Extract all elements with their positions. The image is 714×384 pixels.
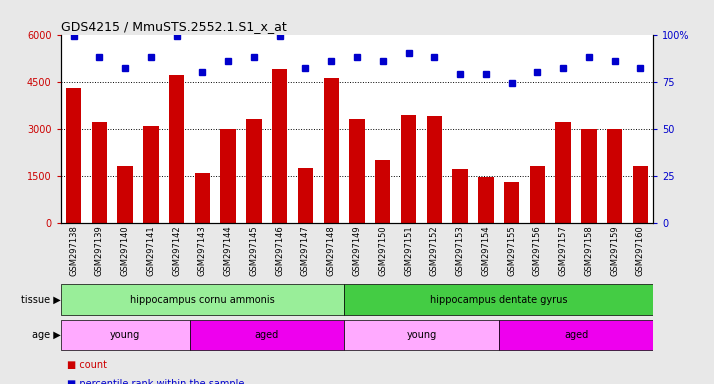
Text: GSM297157: GSM297157 [558, 225, 568, 276]
Text: hippocampus cornu ammonis: hippocampus cornu ammonis [130, 295, 275, 305]
Bar [498, 320, 653, 350]
Text: GSM297145: GSM297145 [249, 225, 258, 276]
Bar [189, 320, 344, 350]
Bar [344, 284, 653, 315]
Bar [555, 122, 571, 223]
Text: GSM297156: GSM297156 [533, 225, 542, 276]
Bar [143, 126, 159, 223]
Text: GSM297146: GSM297146 [275, 225, 284, 276]
Text: GSM297148: GSM297148 [327, 225, 336, 276]
Text: GSM297138: GSM297138 [69, 225, 78, 276]
Text: GSM297154: GSM297154 [481, 225, 491, 276]
Bar [117, 166, 133, 223]
Text: GSM297143: GSM297143 [198, 225, 207, 276]
Text: aged: aged [564, 330, 588, 340]
Text: ■ percentile rank within the sample: ■ percentile rank within the sample [66, 379, 244, 384]
Text: tissue ▶: tissue ▶ [21, 295, 61, 305]
Text: GSM297153: GSM297153 [456, 225, 465, 276]
Text: young: young [406, 330, 436, 340]
Text: GSM297155: GSM297155 [507, 225, 516, 276]
Bar [344, 320, 498, 350]
Bar [453, 169, 468, 223]
Text: GSM297144: GSM297144 [223, 225, 233, 276]
Text: GSM297159: GSM297159 [610, 225, 619, 276]
Text: GSM297149: GSM297149 [353, 225, 361, 276]
Bar [91, 122, 107, 223]
Bar [581, 129, 597, 223]
Bar [246, 119, 261, 223]
Bar [478, 177, 493, 223]
Bar [272, 69, 288, 223]
Bar [375, 160, 391, 223]
Bar [66, 88, 81, 223]
Bar [61, 284, 344, 315]
Text: age ▶: age ▶ [32, 330, 61, 340]
Text: young: young [110, 330, 140, 340]
Bar [349, 119, 365, 223]
Text: GSM297150: GSM297150 [378, 225, 387, 276]
Text: GSM297147: GSM297147 [301, 225, 310, 276]
Bar [61, 320, 189, 350]
Text: GSM297152: GSM297152 [430, 225, 439, 276]
Text: GSM297139: GSM297139 [95, 225, 104, 276]
Text: aged: aged [255, 330, 279, 340]
Bar [504, 182, 519, 223]
Bar [298, 168, 313, 223]
Bar [633, 166, 648, 223]
Text: GSM297158: GSM297158 [584, 225, 593, 276]
Bar [530, 166, 545, 223]
Bar [426, 116, 442, 223]
Bar [607, 129, 623, 223]
Bar [169, 75, 184, 223]
Text: GDS4215 / MmuSTS.2552.1.S1_x_at: GDS4215 / MmuSTS.2552.1.S1_x_at [61, 20, 286, 33]
Text: GSM297142: GSM297142 [172, 225, 181, 276]
Bar [221, 129, 236, 223]
Bar [195, 172, 210, 223]
Text: GSM297140: GSM297140 [121, 225, 130, 276]
Text: GSM297151: GSM297151 [404, 225, 413, 276]
Text: GSM297160: GSM297160 [636, 225, 645, 276]
Text: GSM297141: GSM297141 [146, 225, 156, 276]
Bar [401, 114, 416, 223]
Text: hippocampus dentate gyrus: hippocampus dentate gyrus [430, 295, 568, 305]
Text: ■ count: ■ count [66, 360, 106, 370]
Bar [323, 78, 339, 223]
